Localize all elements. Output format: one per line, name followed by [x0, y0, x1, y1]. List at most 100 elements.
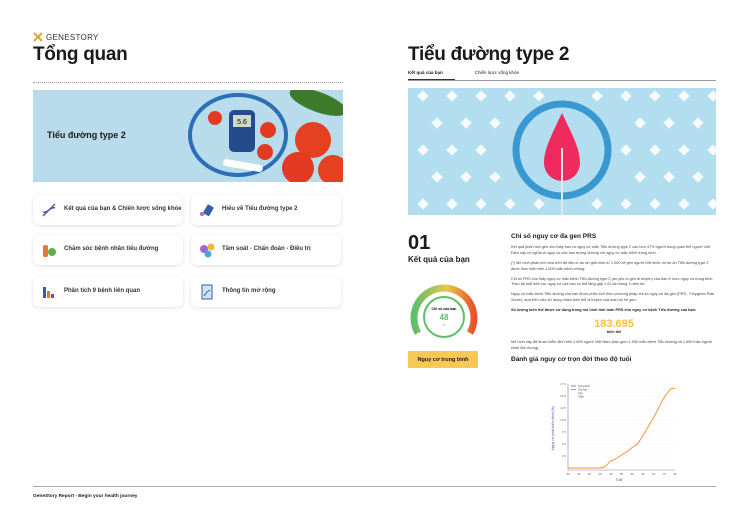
risk-badge: Nguy cơ trung bình [408, 351, 478, 368]
paragraph: Chỉ số PRS cho thấy nguy cơ mắc bệnh Tiể… [511, 276, 714, 287]
card-more-info[interactable]: Thông tin mở rộng [191, 277, 341, 307]
sugar-cube [533, 198, 545, 210]
sugar-cube [663, 171, 675, 183]
sugar-cube [591, 90, 603, 102]
section-number: 01 [408, 232, 431, 254]
card-patient-care[interactable]: Chăm sóc bệnh nhân tiểu đường [33, 235, 183, 265]
hero-image [408, 88, 716, 215]
meter-reading: 5.6 [237, 119, 247, 126]
gauge-value: 48 [440, 313, 449, 322]
prs-section: Chỉ số nguy cơ đa gen PRS Kết quả phân t… [511, 233, 717, 363]
y-axis-label: Nguy cơ phát triển bệnh (%) [551, 406, 555, 450]
y-tick-label: 2.5 [562, 454, 567, 458]
footer-divider [33, 486, 716, 487]
divider [33, 82, 343, 83]
sugar-cube [692, 117, 704, 129]
sugar-cube [489, 171, 501, 183]
card-understand-diabetes[interactable]: Hiểu về Tiểu đường type 2 [191, 195, 341, 225]
sugar-cube [446, 198, 458, 210]
x-tick-label: 80 [673, 472, 677, 476]
tab-bar: Kết quả của bạn Chiến lược sống khỏe [408, 69, 716, 81]
diabetes-kit-illustration: 5.6 [188, 90, 343, 182]
sugar-cube [460, 171, 472, 183]
legend-entry: Thấp [578, 396, 584, 399]
page-title: Tổng quan [33, 44, 128, 65]
legend-entry: Của bạn [578, 389, 588, 392]
x-axis-label: Tuổi [616, 478, 623, 482]
card-label: Tầm soát - Chẩn đoán - Điều trị [222, 246, 311, 253]
sugar-cube [620, 144, 632, 156]
tab-results[interactable]: Kết quả của bạn [408, 69, 455, 80]
footer-text: GeneStory Report - Begin your health jou… [33, 494, 138, 499]
series-line-yours [568, 387, 676, 469]
x-tick-label: 55 [620, 472, 624, 476]
sugar-cube [475, 90, 487, 102]
sugar-cube [431, 117, 443, 129]
variants-count: 183.695 [594, 317, 634, 330]
variants-heading: Số lượng biến thể được sử dụng trong mô … [511, 308, 697, 312]
paragraph: (*) Mô hình phân tích dựa trên dữ liệu t… [511, 260, 709, 271]
x-tick-label: 40 [588, 472, 592, 476]
lifetime-risk-chart: Nguy cơ phát triển bệnh (%) Tuổi 2.5 5.0 7… [551, 382, 677, 482]
genestory-logo: GENESTORY [33, 32, 99, 42]
sugar-cube [649, 198, 661, 210]
sugar-cube [591, 198, 603, 210]
sugar-cube [707, 198, 716, 210]
x-tick-label: 75 [663, 472, 667, 476]
card-label: Hiểu về Tiểu đường type 2 [222, 206, 298, 213]
variants-unit: biến thể [606, 329, 622, 334]
sugar-cube [692, 171, 704, 183]
section-title: Kết quả của bạn [408, 255, 470, 264]
sugar-cube [504, 90, 516, 102]
sugar-cube [678, 198, 690, 210]
sugar-cube [649, 90, 661, 102]
disease-title: Tiểu đường type 2 [408, 44, 570, 65]
validation-text: Mô hình này đã được kiểm định trên 2.600… [511, 339, 712, 350]
sugar-cube [460, 117, 472, 129]
sugar-cube [417, 198, 429, 210]
y-tick-label: 7.5 [562, 430, 567, 434]
sugar-cube [678, 144, 690, 156]
card-screening[interactable]: Tầm soát - Chẩn đoán - Điều trị [191, 235, 341, 265]
y-tick-label: 5.0 [562, 442, 567, 446]
sugar-cube [417, 144, 429, 156]
tab-strategy[interactable]: Chiến lược sống khỏe [474, 70, 520, 75]
sugar-cube [634, 117, 646, 129]
logo-icon [33, 32, 43, 42]
risk-gauge: Chỉ số của bạn 48 % [408, 277, 480, 347]
sugar-cube [417, 90, 429, 102]
prs-title: Chỉ số nguy cơ đa gen PRS [511, 233, 597, 240]
gauge-unit: % [443, 323, 446, 327]
sugar-cube [663, 117, 675, 129]
sugar-cube [446, 90, 458, 102]
pills-clock-icon [200, 243, 215, 258]
card-results-strategy[interactable]: Kết quả của bạn & Chiến lược sống khỏe [33, 195, 183, 225]
bar-chart-icon [43, 287, 54, 298]
card-label: Kết quả của bạn & Chiến lược sống khỏe [64, 206, 182, 213]
banner: Tiểu đường type 2 5.6 [33, 90, 343, 182]
sugar-cube [678, 90, 690, 102]
banner-title: Tiểu đường type 2 [47, 130, 126, 140]
chart-title: Đánh giá nguy cơ trọn đời theo độ tuổi [511, 355, 632, 363]
logo-text: GENESTORY [46, 32, 99, 42]
sugar-cube [504, 198, 516, 210]
x-tick-label: 30 [566, 472, 570, 476]
card-label: Phân tích 9 bệnh liên quan [64, 288, 141, 295]
sugar-cube [489, 117, 501, 129]
card-related-diseases[interactable]: Phân tích 9 bệnh liên quan [33, 277, 183, 307]
x-tick-label: 50 [609, 472, 613, 476]
gauge-label: Chỉ số của bạn [432, 307, 457, 311]
blood-drop-illustration [417, 90, 716, 215]
x-tick-label: 60 [631, 472, 635, 476]
gauge-center [423, 296, 465, 338]
paragraph: Kết quả phân tích gen cho thấy bạn có ng… [511, 245, 712, 255]
sugar-cube [475, 198, 487, 210]
sugar-cube [533, 90, 545, 102]
gauge-arc [410, 284, 478, 335]
x-tick-label: 45 [598, 472, 602, 476]
sugar-cube [707, 144, 716, 156]
y-tick-label: 17.5 [560, 382, 566, 386]
document-chart-icon [201, 284, 213, 300]
x-tick-label: 65 [641, 472, 645, 476]
legend-entry: Trung bình [578, 385, 591, 388]
